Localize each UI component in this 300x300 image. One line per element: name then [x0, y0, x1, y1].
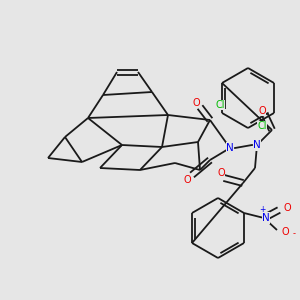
Text: O: O: [183, 175, 191, 185]
Text: Cl: Cl: [215, 100, 225, 110]
Text: O: O: [217, 168, 225, 178]
Text: N: N: [253, 140, 261, 150]
Text: N: N: [226, 143, 234, 153]
Text: Cl: Cl: [257, 121, 267, 131]
Text: O: O: [192, 98, 200, 108]
Text: -: -: [292, 230, 296, 238]
Text: O: O: [258, 106, 266, 116]
Text: O: O: [281, 227, 289, 237]
Text: N: N: [262, 213, 270, 223]
Text: O: O: [283, 203, 291, 213]
Text: +: +: [259, 206, 265, 214]
